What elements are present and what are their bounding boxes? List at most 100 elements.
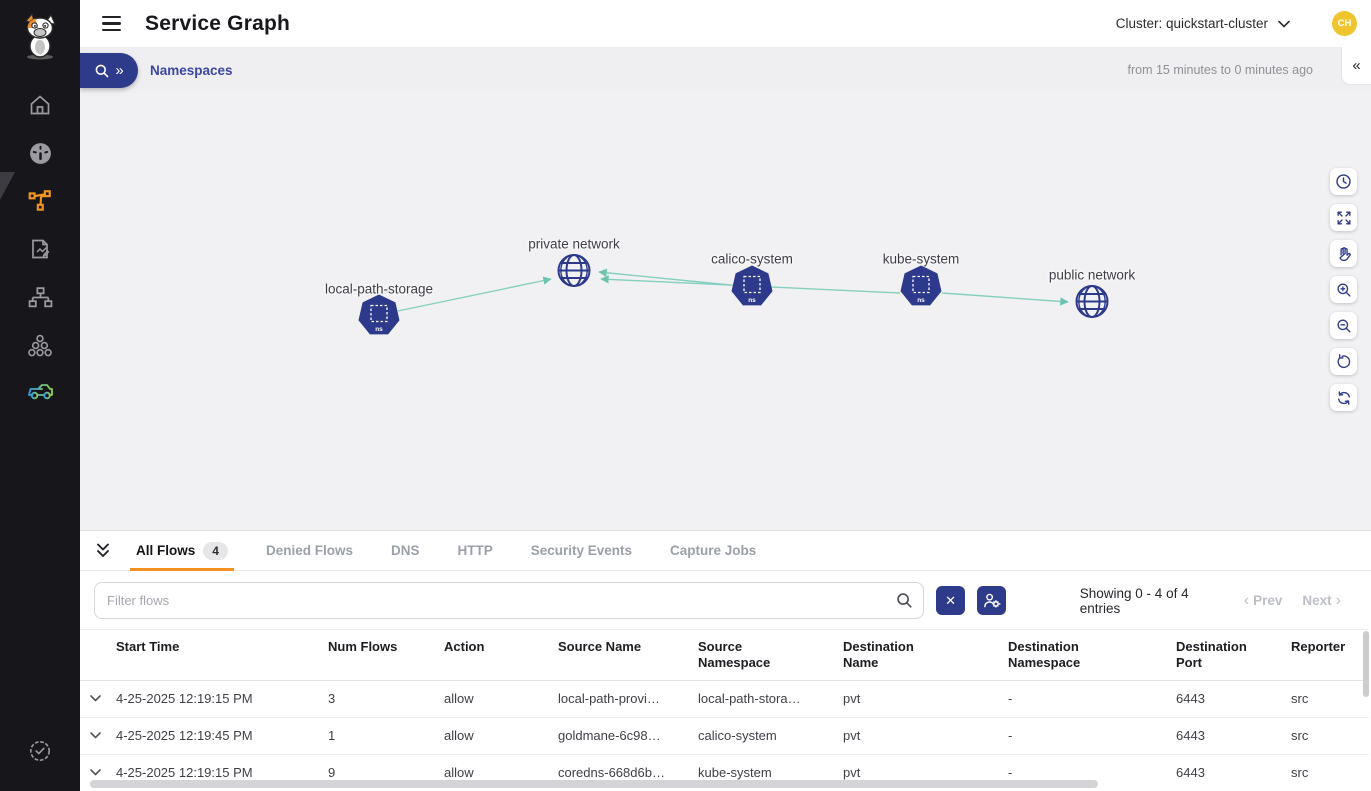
globe-icon	[1075, 285, 1109, 318]
tab-label: Denied Flows	[265, 543, 353, 558]
node-label-calico-system[interactable]: calico-system	[711, 251, 793, 267]
search-icon[interactable]	[895, 591, 914, 610]
vertical-scrollbar[interactable]	[1363, 631, 1369, 697]
tab-security-events[interactable]: Security Events	[531, 531, 632, 571]
history-clock-icon	[1336, 174, 1351, 189]
tab-label: Capture Jobs	[670, 543, 757, 558]
cell-reporter: src	[1291, 691, 1309, 706]
col-start-time[interactable]: Start Time	[114, 629, 326, 681]
edge-localpath-private[interactable]	[397, 276, 552, 312]
graph-zoom-out-button[interactable]	[1330, 312, 1357, 339]
sidebar-item-dashboards[interactable]	[0, 133, 80, 173]
node-public-network[interactable]	[1072, 282, 1112, 327]
edge-kube-public[interactable]	[941, 292, 1069, 306]
clear-filter-button[interactable]: ✕	[936, 586, 965, 615]
zoom-out-icon	[1336, 318, 1351, 333]
horizontal-scrollbar[interactable]	[90, 780, 1098, 788]
flows-tab-bar: All Flows 4 Denied Flows DNS HTTP Securi…	[80, 531, 1371, 571]
next-page-button[interactable]: Next ›	[1302, 592, 1341, 610]
calico-cat-logo[interactable]	[0, 12, 80, 60]
collapse-chevrons-icon: «	[1352, 57, 1361, 74]
graph-toolbar-row: » Namespaces from 15 minutes to 0 minute…	[80, 47, 1371, 93]
col-destination-namespace[interactable]: Destination Namespace	[1006, 629, 1174, 681]
graph-pan-button[interactable]	[1330, 240, 1357, 267]
col-destination-name[interactable]: Destination Name	[841, 629, 1006, 681]
svg-text:ns: ns	[748, 297, 756, 304]
menu-hamburger-icon[interactable]	[98, 12, 125, 35]
sidebar-item-compliance[interactable]	[0, 731, 80, 771]
tab-denied-flows[interactable]: Denied Flows	[266, 531, 353, 571]
sidebar-item-service-graph[interactable]	[0, 181, 80, 221]
cell-start-time: 4-25-2025 12:19:15 PM	[116, 691, 253, 706]
graph-undo-button[interactable]	[1330, 348, 1357, 375]
graph-expand-button[interactable]	[1330, 204, 1357, 231]
cluster-selector[interactable]: Cluster: quickstart-cluster	[1116, 16, 1290, 31]
col-reporter[interactable]: Reporter	[1289, 629, 1369, 681]
graph-refresh-button[interactable]	[1330, 384, 1357, 411]
row-expand-chevron-icon[interactable]	[82, 732, 108, 739]
service-graph-canvas[interactable]: local-path-storage ns private network ca…	[80, 93, 1371, 530]
page-title: Service Graph	[145, 11, 291, 35]
cell-destination-namespace: -	[1006, 716, 1174, 754]
prev-label: Prev	[1253, 593, 1283, 608]
node-label-public-network[interactable]: public network	[1048, 267, 1136, 283]
panel-collapse-button[interactable]	[94, 542, 112, 559]
cell-source-name: local-path-provi…	[558, 691, 660, 706]
cell-num-flows: 3	[328, 691, 336, 706]
chevron-down-icon	[1278, 20, 1290, 28]
service-graph-icon	[28, 190, 51, 211]
cell-destination-name: pvt	[841, 716, 1006, 754]
row-expand-chevron-icon[interactable]	[82, 769, 108, 776]
tab-dns[interactable]: DNS	[391, 531, 420, 571]
sidebar-item-car[interactable]	[0, 371, 80, 411]
col-source-name[interactable]: Source Name	[556, 629, 696, 681]
column-customize-button[interactable]	[976, 586, 1006, 615]
undo-icon	[1337, 353, 1350, 368]
graph-search-pill[interactable]: »	[80, 53, 138, 88]
namespace-node-icon: ns	[900, 265, 942, 306]
col-num-flows[interactable]: Num Flows	[326, 629, 442, 681]
tab-count-badge: 4	[203, 541, 228, 560]
tab-label: All Flows	[136, 543, 196, 558]
node-label-local-path-storage[interactable]: local-path-storage	[324, 281, 434, 297]
node-label-private-network[interactable]: private network	[528, 236, 620, 252]
compliance-seal-icon	[29, 740, 51, 762]
tab-label: Security Events	[530, 543, 633, 558]
table-row[interactable]: 4-25-2025 12:19:45 PM 1 allow goldmane-6…	[80, 716, 1369, 754]
expand-column-header	[80, 629, 114, 681]
sidebar-item-components[interactable]	[0, 325, 80, 365]
prev-page-button[interactable]: ‹ Prev	[1244, 592, 1283, 610]
sidebar-item-home[interactable]	[0, 85, 80, 125]
table-row[interactable]: 4-25-2025 12:19:15 PM 3 allow local-path…	[80, 680, 1369, 717]
avatar[interactable]: CH	[1332, 11, 1357, 36]
col-source-namespace[interactable]: Source Namespace	[696, 629, 841, 681]
right-panel-toggle[interactable]: «	[1341, 47, 1371, 85]
node-local-path-storage[interactable]: ns	[357, 294, 401, 342]
components-icon	[28, 334, 52, 357]
col-action[interactable]: Action	[442, 629, 556, 681]
breadcrumb[interactable]: Namespaces	[150, 62, 233, 78]
policies-icon	[32, 239, 50, 259]
col-destination-port[interactable]: Destination Port	[1174, 629, 1289, 681]
graph-zoom-in-button[interactable]	[1330, 276, 1357, 303]
sidebar-item-network-tree[interactable]	[0, 277, 80, 317]
tab-capture-jobs[interactable]: Capture Jobs	[670, 531, 756, 571]
node-calico-system[interactable]: ns	[730, 265, 774, 313]
namespace-node-icon: ns	[358, 294, 400, 335]
node-private-network[interactable]	[554, 251, 594, 296]
cell-start-time: 4-25-2025 12:19:45 PM	[114, 716, 326, 754]
cell-source-namespace: calico-system	[696, 716, 841, 754]
expand-icon	[1336, 210, 1351, 225]
tab-http[interactable]: HTTP	[457, 531, 492, 571]
row-expand-chevron-icon[interactable]	[82, 695, 108, 702]
filter-flows-input[interactable]	[94, 582, 925, 619]
sidebar-item-policies[interactable]	[0, 229, 80, 269]
tab-all-flows[interactable]: All Flows 4	[130, 531, 234, 571]
cell-source-name: goldmane-6c98…	[556, 716, 696, 754]
graph-history-button[interactable]	[1330, 168, 1357, 195]
node-label-kube-system[interactable]: kube-system	[882, 251, 960, 267]
cell-destination-port: 6443	[1174, 716, 1289, 754]
edge-calico-private[interactable]	[598, 268, 731, 286]
node-kube-system[interactable]: ns	[899, 265, 943, 313]
cell-action: allow	[442, 716, 556, 754]
